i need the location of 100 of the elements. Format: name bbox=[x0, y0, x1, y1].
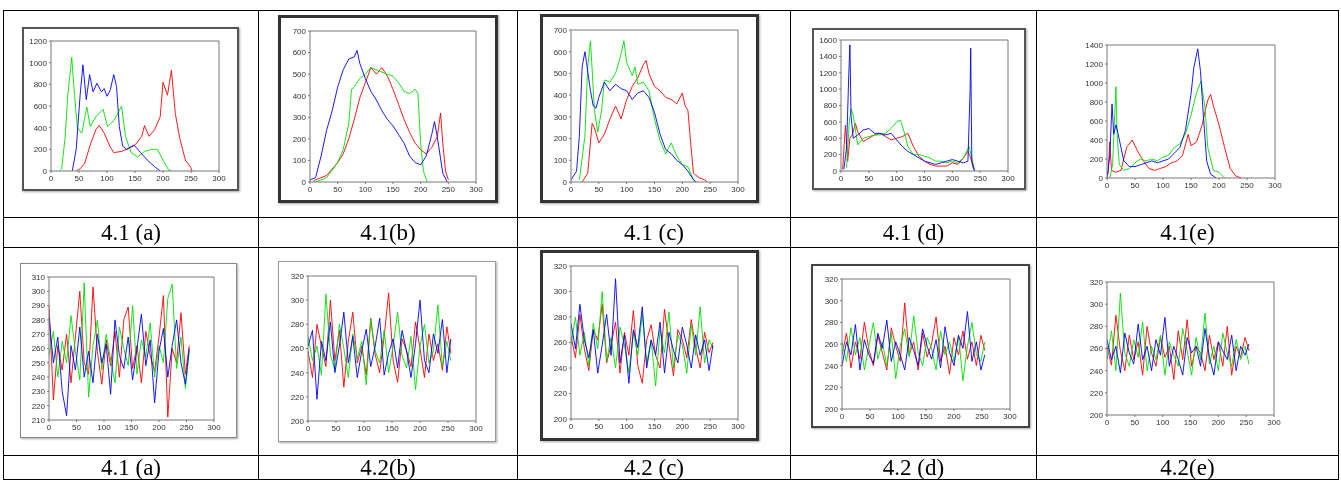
y-tick-label: 500 bbox=[553, 69, 568, 79]
y-tick-label: 300 bbox=[553, 287, 568, 297]
line-series bbox=[842, 311, 986, 371]
x-tick-label: 150 bbox=[647, 421, 662, 431]
text: 4.1 (a) bbox=[100, 220, 162, 245]
y-tick-label: 320 bbox=[824, 274, 839, 284]
x-tick-label: 200 bbox=[413, 184, 428, 194]
x-tick-label: 50 bbox=[1130, 180, 1140, 190]
y-tick-label: 290 bbox=[31, 301, 46, 311]
x-tick-label: 100 bbox=[1155, 417, 1170, 427]
line-series bbox=[1107, 48, 1217, 178]
y-tick-label: 260 bbox=[824, 339, 839, 349]
y-tick-label: 300 bbox=[824, 296, 839, 306]
x-tick-label: 100 bbox=[97, 422, 112, 432]
y-tick-label: 240 bbox=[1089, 366, 1104, 376]
y-tick-label: 1400 bbox=[819, 52, 838, 62]
y-tick-label: 700 bbox=[553, 25, 568, 35]
x-tick-label: 250 bbox=[973, 173, 988, 183]
line-series bbox=[1107, 292, 1250, 376]
y-tick-label: 1000 bbox=[1085, 78, 1104, 88]
y-tick-label: 220 bbox=[31, 401, 46, 411]
text: 4.2 (c) bbox=[623, 455, 685, 480]
y-tick-label: 220 bbox=[290, 392, 305, 402]
y-tick-label: 400 bbox=[33, 123, 48, 133]
x-tick-label: 250 bbox=[703, 421, 718, 431]
line-series bbox=[75, 69, 193, 171]
x-tick-label: 50 bbox=[333, 184, 343, 194]
x-tick-label: 100 bbox=[100, 173, 115, 183]
y-tick-label: 600 bbox=[33, 101, 48, 111]
x-tick-label: 250 bbox=[1240, 180, 1255, 190]
y-tick-label: 240 bbox=[31, 372, 46, 382]
line-series bbox=[842, 123, 974, 170]
x-tick-label: 250 bbox=[441, 423, 456, 433]
text: 4.2(e) bbox=[1160, 455, 1215, 480]
y-tick-label: 600 bbox=[1089, 116, 1104, 126]
y-tick-label: 240 bbox=[290, 368, 305, 378]
y-tick-label: 300 bbox=[31, 287, 46, 297]
x-tick-label: 150 bbox=[124, 422, 139, 432]
x-tick-label: 100 bbox=[889, 173, 904, 183]
y-tick-label: 1200 bbox=[819, 68, 838, 78]
x-tick-label: 150 bbox=[1184, 180, 1199, 190]
y-tick-label: 320 bbox=[290, 271, 305, 281]
y-tick-label: 200 bbox=[292, 134, 307, 144]
x-tick-label: 150 bbox=[1183, 417, 1198, 427]
y-tick-label: 320 bbox=[1089, 277, 1104, 287]
line-series bbox=[310, 49, 448, 182]
x-tick-label: 300 bbox=[1268, 180, 1283, 190]
y-tick-label: 1200 bbox=[29, 36, 48, 46]
x-tick-label: 100 bbox=[619, 421, 634, 431]
y-tick-label: 210 bbox=[31, 415, 46, 425]
line-series bbox=[71, 64, 161, 171]
x-tick-label: 100 bbox=[357, 423, 372, 433]
x-tick-label: 150 bbox=[919, 411, 934, 421]
x-tick-label: 250 bbox=[703, 184, 718, 194]
x-tick-label: 300 bbox=[1003, 411, 1018, 421]
y-tick-label: 400 bbox=[823, 134, 838, 144]
y-tick-label: 1600 bbox=[819, 35, 838, 45]
y-tick-label: 500 bbox=[292, 69, 307, 79]
text: 4.2(b) bbox=[360, 455, 416, 480]
x-tick-label: 100 bbox=[619, 184, 634, 194]
y-tick-label: 1000 bbox=[819, 84, 838, 94]
y-tick-label: 100 bbox=[292, 156, 307, 166]
x-tick-label: 300 bbox=[1267, 417, 1282, 427]
x-tick-label: 50 bbox=[864, 173, 874, 183]
y-tick-label: 270 bbox=[31, 330, 46, 340]
y-tick-label: 250 bbox=[31, 358, 46, 368]
x-tick-label: 150 bbox=[385, 423, 400, 433]
x-tick-label: 50 bbox=[72, 422, 82, 432]
text: 4.1 (d) bbox=[882, 220, 945, 245]
y-tick-label: 400 bbox=[1089, 135, 1104, 145]
x-tick-label: 100 bbox=[358, 184, 373, 194]
line-series bbox=[846, 108, 976, 171]
y-tick-label: 300 bbox=[553, 112, 568, 122]
text: 4.1(b) bbox=[360, 220, 416, 245]
y-tick-label: 200 bbox=[553, 134, 568, 144]
y-tick-label: 280 bbox=[290, 320, 305, 330]
x-tick-label: 200 bbox=[675, 421, 690, 431]
x-tick-label: 200 bbox=[156, 173, 171, 183]
y-tick-label: 200 bbox=[33, 145, 48, 155]
x-tick-label: 50 bbox=[594, 184, 604, 194]
line-series bbox=[842, 302, 986, 375]
y-tick-label: 0 bbox=[832, 166, 838, 176]
y-tick-label: 260 bbox=[290, 344, 305, 354]
y-tick-label: 400 bbox=[292, 91, 307, 101]
y-tick-label: 260 bbox=[1089, 344, 1104, 354]
y-tick-label: 400 bbox=[553, 90, 568, 100]
y-tick-label: 220 bbox=[1089, 388, 1104, 398]
y-tick-label: 100 bbox=[553, 156, 568, 166]
x-tick-label: 150 bbox=[917, 173, 932, 183]
line-series bbox=[315, 67, 428, 182]
y-tick-label: 310 bbox=[31, 272, 46, 282]
x-tick-label: 200 bbox=[947, 411, 962, 421]
x-tick-label: 150 bbox=[128, 173, 143, 183]
x-tick-label: 250 bbox=[184, 173, 199, 183]
line-series bbox=[49, 286, 190, 418]
line-series bbox=[49, 313, 190, 417]
y-tick-label: 200 bbox=[1089, 154, 1104, 164]
y-tick-label: 220 bbox=[553, 389, 568, 399]
y-tick-label: 320 bbox=[553, 261, 568, 271]
line-series bbox=[49, 282, 190, 398]
